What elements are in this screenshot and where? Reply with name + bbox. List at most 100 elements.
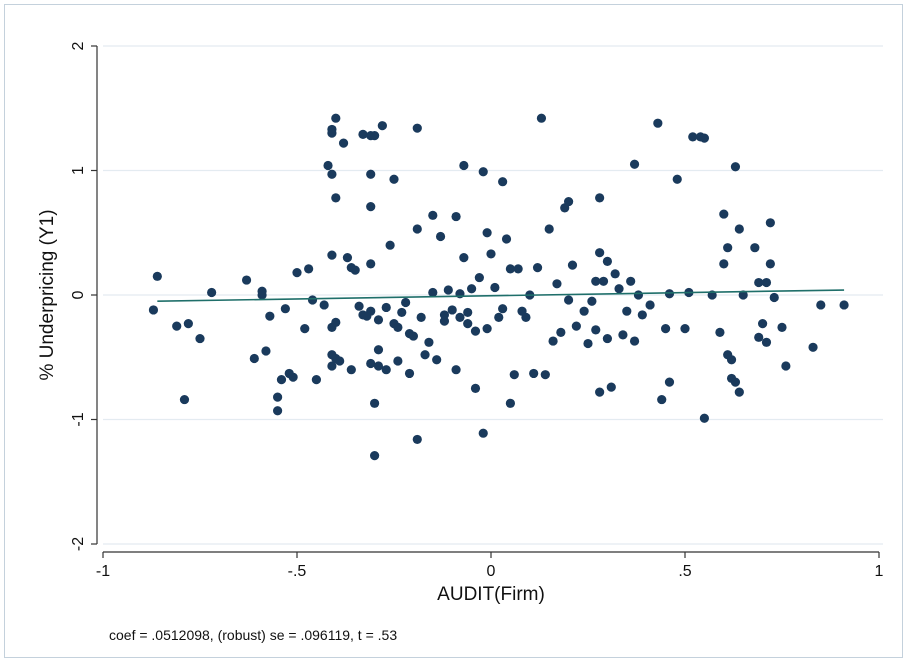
data-point [715, 327, 725, 337]
data-point [734, 224, 744, 234]
data-point [482, 324, 492, 334]
data-point [761, 337, 772, 347]
data-point [366, 358, 376, 369]
data-point [327, 361, 337, 371]
data-point [494, 312, 504, 323]
data-point [370, 398, 380, 408]
data-point [459, 160, 469, 171]
data-point [513, 264, 523, 274]
data-point [645, 300, 655, 310]
data-point [498, 304, 508, 314]
data-point [404, 368, 415, 379]
data-point [571, 321, 581, 331]
data-point [172, 321, 182, 331]
data-point [672, 174, 682, 184]
y-tick-label: 2 [70, 41, 87, 50]
data-point [839, 300, 849, 310]
data-point [761, 277, 772, 288]
data-point [300, 324, 310, 334]
data-point [366, 202, 376, 212]
data-point [552, 279, 562, 289]
data-point [629, 336, 640, 346]
data-point [323, 160, 333, 171]
data-point [385, 240, 395, 250]
data-point [459, 253, 469, 263]
data-point [370, 131, 380, 141]
data-point [276, 375, 287, 385]
data-point [633, 290, 644, 300]
fit-line [157, 289, 845, 303]
regression-note: coef = .0512098, (robust) se = .096119, … [109, 627, 398, 643]
data-point [451, 365, 461, 375]
y-tick-label: -2 [70, 537, 87, 551]
data-point [393, 322, 403, 332]
data-point [653, 118, 663, 128]
data-point [377, 121, 387, 131]
data-point [327, 250, 337, 260]
data-point [207, 287, 217, 298]
data-point [152, 271, 162, 281]
data-point [366, 306, 376, 316]
data-point [443, 285, 453, 295]
data-point [311, 375, 321, 385]
data-point [595, 193, 605, 203]
x-tick-label: .5 [678, 563, 691, 580]
data-point [614, 284, 624, 294]
data-point [540, 370, 550, 380]
data-point [544, 224, 554, 234]
data-point [505, 398, 515, 408]
data-point [381, 365, 391, 375]
data-point [482, 228, 492, 238]
data-point [765, 259, 775, 269]
data-point [327, 128, 337, 138]
data-point [273, 392, 283, 402]
data-point [726, 355, 737, 365]
data-point [587, 296, 597, 306]
data-point [265, 311, 275, 321]
data-point [342, 253, 353, 263]
data-point [765, 218, 775, 228]
data-point [439, 310, 450, 320]
data-point [370, 451, 380, 461]
data-point [420, 350, 430, 360]
data-point [249, 353, 259, 364]
data-point [498, 177, 508, 187]
data-point [474, 272, 484, 283]
data-point [373, 345, 384, 355]
data-point [338, 138, 349, 148]
data-point [591, 276, 601, 286]
data-point [591, 325, 601, 335]
data-point [280, 304, 290, 314]
data-point [536, 113, 547, 123]
data-point [637, 310, 647, 320]
data-point [750, 243, 760, 253]
data-point [373, 361, 384, 371]
data-point [195, 333, 205, 344]
data-point [307, 295, 318, 305]
data-point [148, 305, 159, 315]
data-point [408, 331, 418, 341]
data-point [723, 243, 733, 253]
data-point [699, 413, 710, 423]
data-point [463, 319, 473, 329]
data-point [719, 259, 729, 269]
data-point [490, 282, 500, 293]
data-point [455, 312, 465, 323]
data-point [602, 333, 613, 344]
data-point [532, 263, 543, 273]
data-point [548, 336, 558, 346]
data-point [257, 290, 267, 300]
data-point [416, 312, 426, 323]
data-point [381, 302, 391, 313]
data-point [412, 434, 422, 445]
x-axis-title: AUDIT(Firm) [437, 584, 545, 605]
data-point [719, 209, 729, 219]
data-point [447, 305, 457, 315]
data-point [424, 337, 434, 347]
data-point [529, 368, 539, 379]
data-point [331, 113, 341, 123]
data-point [758, 319, 768, 329]
data-point [699, 133, 710, 143]
x-tick-label: 0 [487, 563, 496, 580]
x-tick-label: -1 [96, 563, 110, 580]
